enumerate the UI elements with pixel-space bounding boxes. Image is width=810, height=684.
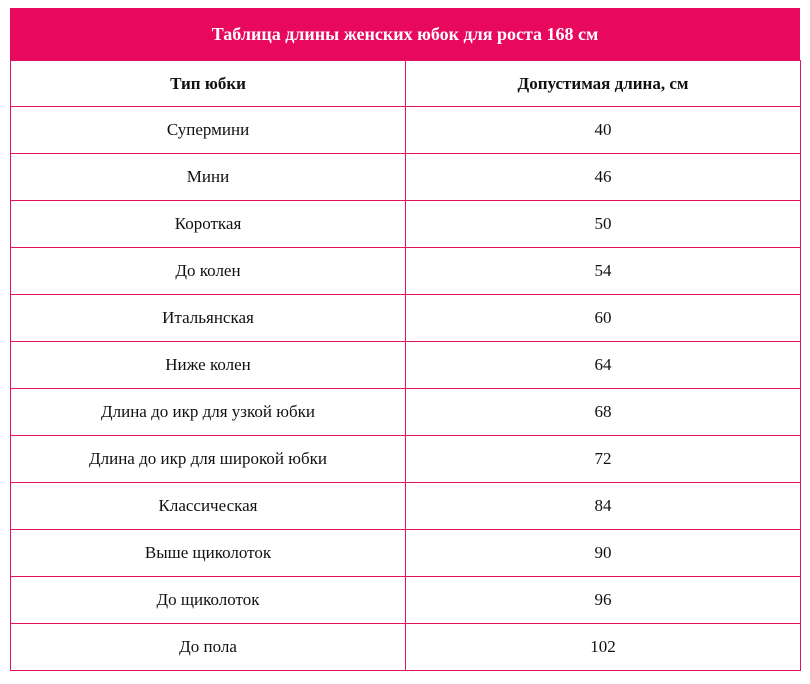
- table-row: Длина до икр для широкой юбки 72: [10, 435, 801, 483]
- table-row: До пола 102: [10, 623, 801, 671]
- table-cell: 90: [405, 529, 801, 577]
- table-cell: Выше щиколоток: [10, 529, 406, 577]
- table-cell: 60: [405, 294, 801, 342]
- table-cell: 46: [405, 153, 801, 201]
- table-cell: Классическая: [10, 482, 406, 530]
- table-cell: 50: [405, 200, 801, 248]
- table-row: Супермини 40: [10, 106, 801, 154]
- table-row: Короткая 50: [10, 200, 801, 248]
- header-row: Тип юбки Допустимая длина, см: [10, 60, 801, 107]
- header-cell: Тип юбки: [10, 60, 406, 107]
- table-cell: 54: [405, 247, 801, 295]
- table-row: До щиколоток 96: [10, 576, 801, 624]
- table: Тип юбки Допустимая длина, см Супермини 40…: [10, 60, 801, 671]
- table-cell: Итальянская: [10, 294, 406, 342]
- table-cell: До щиколоток: [10, 576, 406, 624]
- table-row: Мини 46: [10, 153, 801, 201]
- table-body: Супермини 40 Мини 46 Короткая 50 До колен 54 Ита…: [10, 106, 801, 671]
- table-cell: До пола: [10, 623, 406, 671]
- table-cell: 72: [405, 435, 801, 483]
- table-row: Выше щиколоток 90: [10, 529, 801, 577]
- table-cell: 96: [405, 576, 801, 624]
- header-cell: Допустимая длина, см: [405, 60, 801, 107]
- table-row: Длина до икр для узкой юбки 68: [10, 388, 801, 436]
- table-row: До колен 54: [10, 247, 801, 295]
- table-cell: Ниже колен: [10, 341, 406, 389]
- table-title: Таблица длины женских юбок для роста 168…: [10, 8, 800, 60]
- table-cell: 84: [405, 482, 801, 530]
- table-row: Ниже колен 64: [10, 341, 801, 389]
- table-row: Итальянская 60: [10, 294, 801, 342]
- table-container: Таблица длины женских юбок для роста 168…: [10, 8, 801, 671]
- table-cell: 102: [405, 623, 801, 671]
- table-cell: 64: [405, 341, 801, 389]
- table-cell: Супермини: [10, 106, 406, 154]
- table-cell: 68: [405, 388, 801, 436]
- table-cell: Длина до икр для узкой юбки: [10, 388, 406, 436]
- table-cell: Длина до икр для широкой юбки: [10, 435, 406, 483]
- table-cell: Короткая: [10, 200, 406, 248]
- table-cell: Мини: [10, 153, 406, 201]
- table-row: Классическая 84: [10, 482, 801, 530]
- table-cell: 40: [405, 106, 801, 154]
- table-cell: До колен: [10, 247, 406, 295]
